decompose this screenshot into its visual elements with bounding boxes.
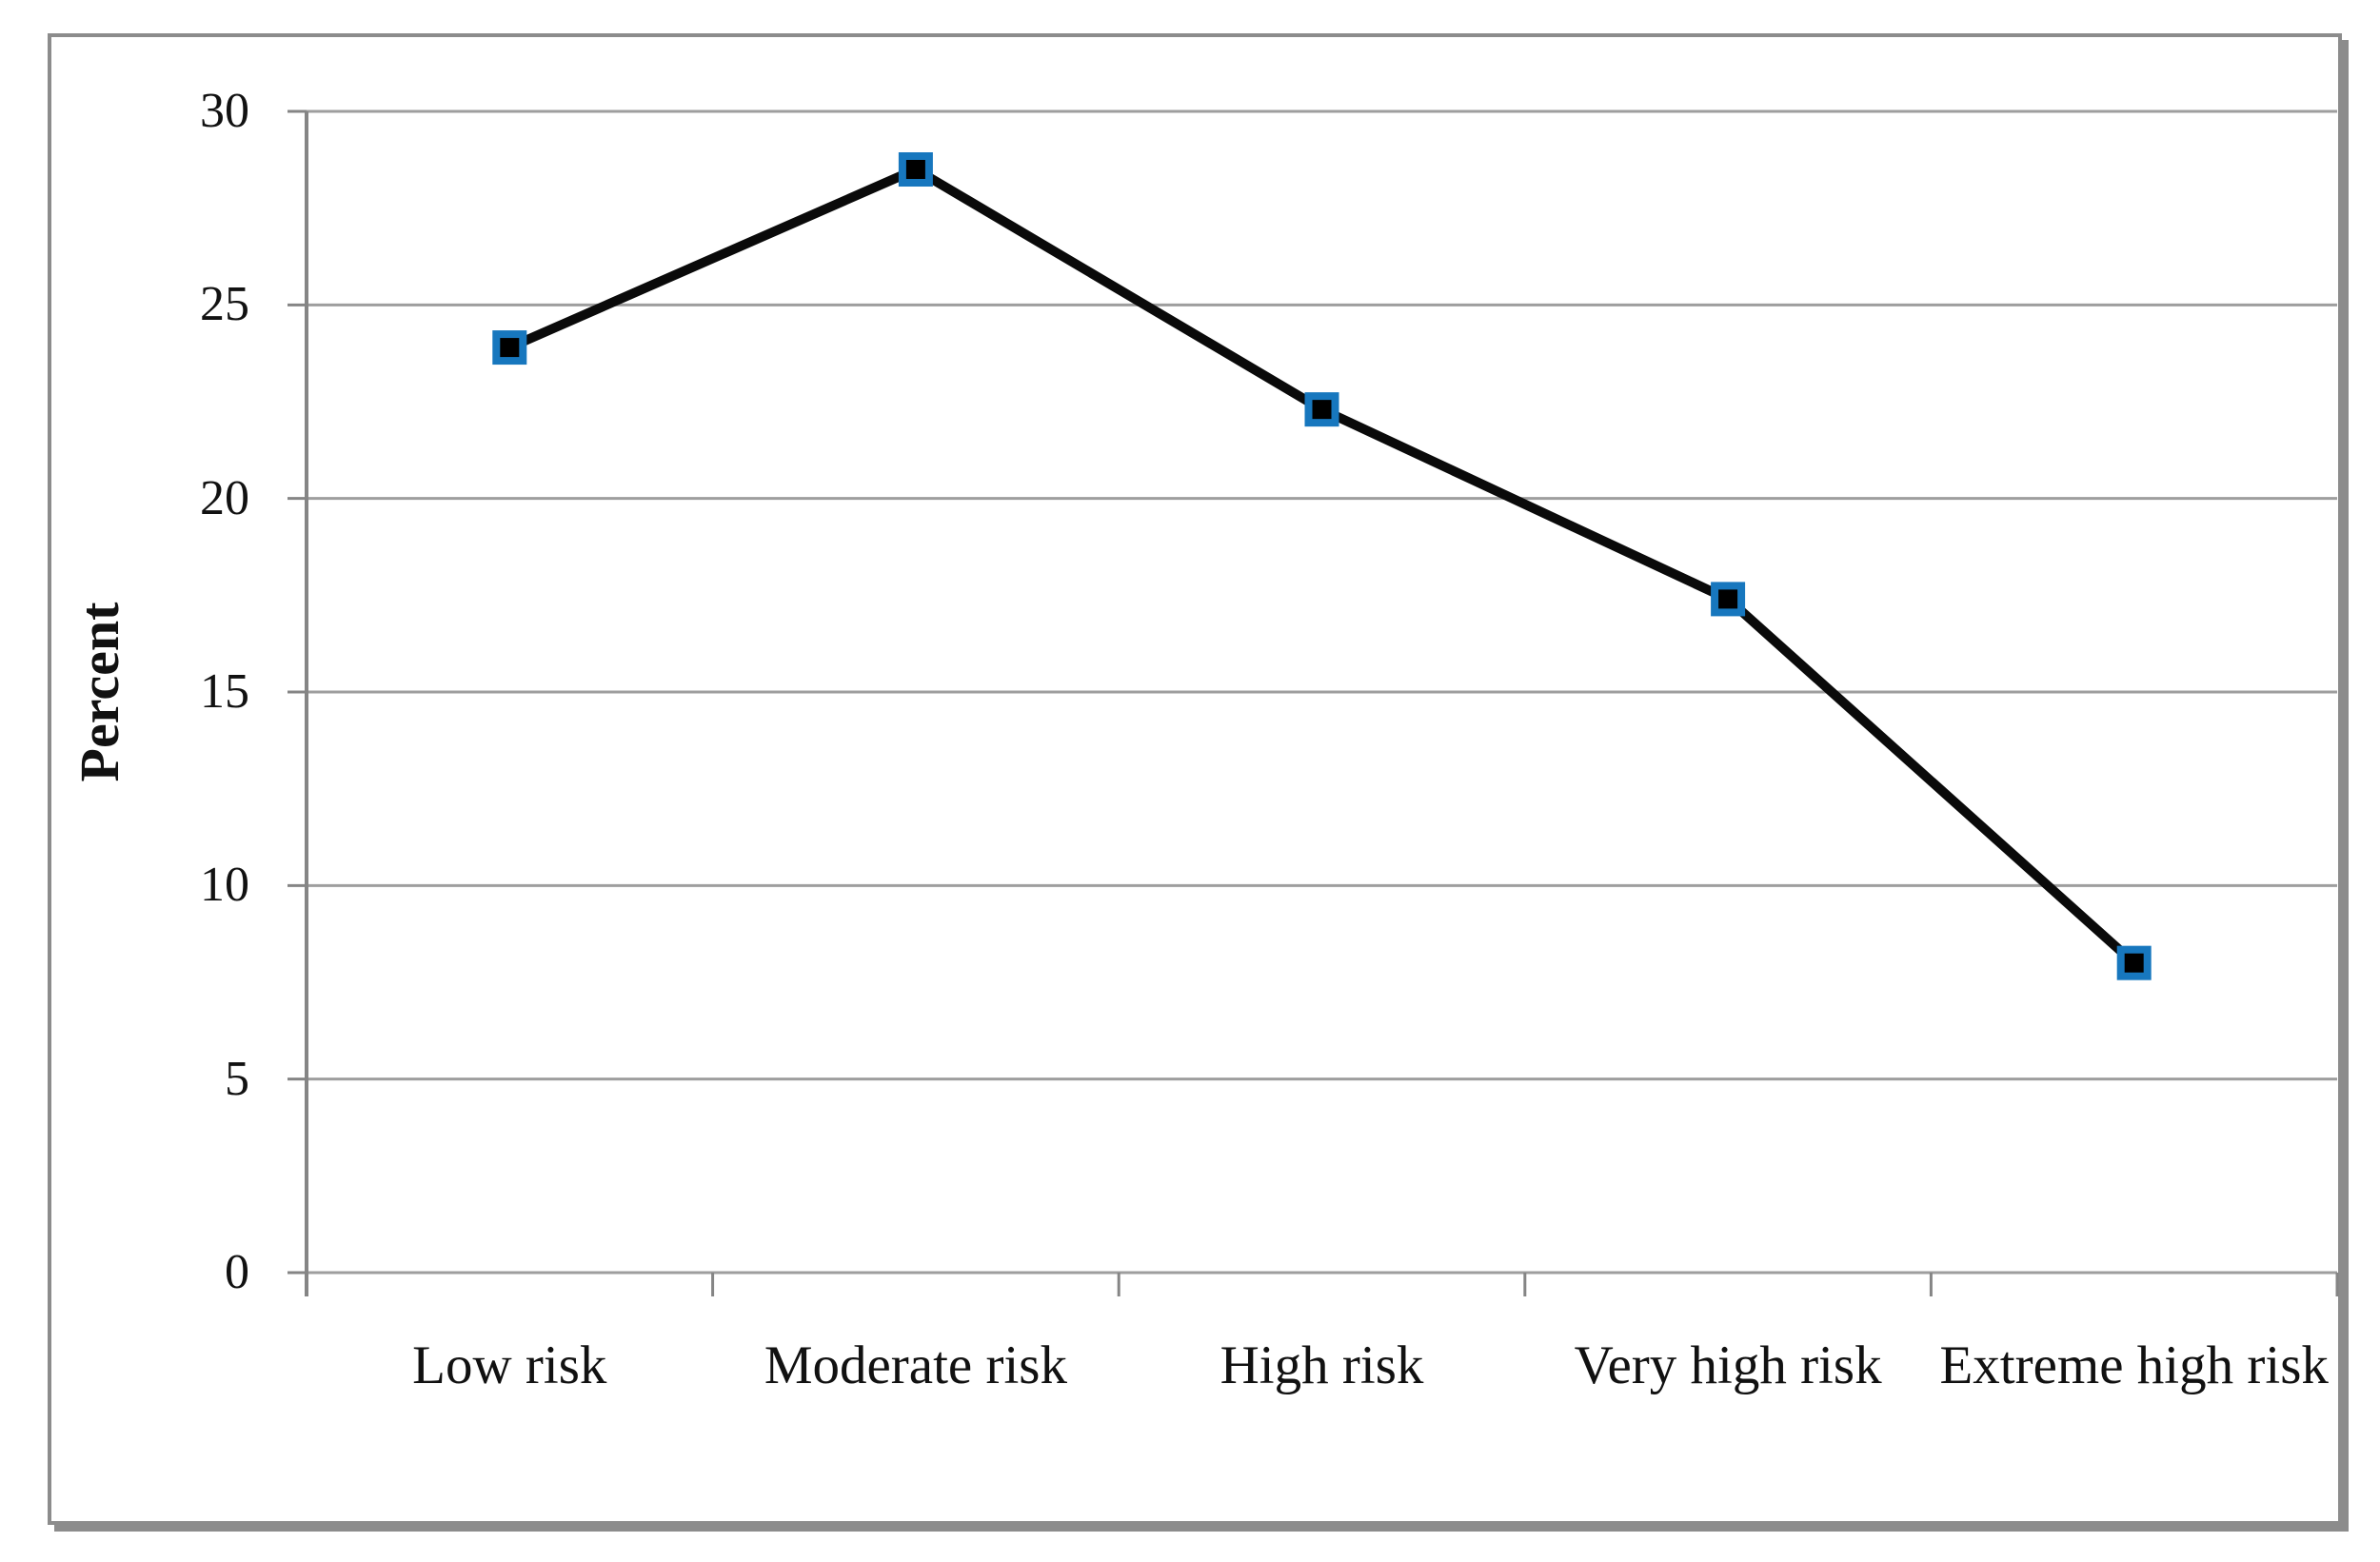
data-point-marker [898, 152, 933, 187]
y-tick-label: 25 [200, 277, 249, 332]
data-point-marker [1711, 582, 1746, 617]
figure-frame [48, 33, 2342, 1525]
y-tick-label: 0 [225, 1245, 249, 1299]
x-category-label: Very high risk [1574, 1335, 1882, 1395]
y-tick-label: 5 [225, 1051, 249, 1106]
x-category-label: Moderate risk [764, 1335, 1067, 1395]
data-point-marker [1304, 392, 1339, 427]
x-category-label: Extreme high risk [1939, 1335, 2329, 1395]
y-tick-label: 15 [200, 664, 249, 719]
data-point-marker [492, 330, 527, 366]
x-category-label: High risk [1220, 1335, 1424, 1395]
x-category-label: Low risk [412, 1335, 607, 1395]
data-point-marker [2116, 945, 2152, 980]
y-tick-label: 10 [200, 858, 249, 913]
y-tick-label: 20 [200, 470, 249, 525]
y-tick-label: 30 [200, 84, 249, 138]
